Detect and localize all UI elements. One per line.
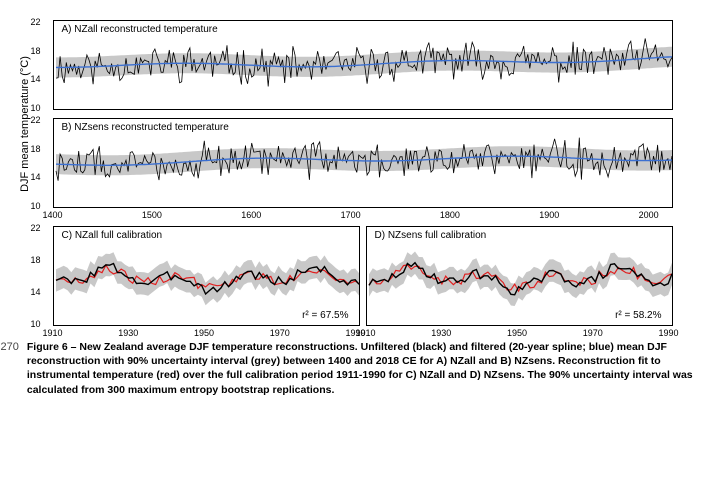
panel-d-wrapper: D) NZsens full calibration r² = 58.2% 19… [366,226,673,326]
xtick-label: 1400 [43,210,63,220]
xtick-label: 1700 [341,210,361,220]
xtick-label: 1500 [142,210,162,220]
xtick-label: 1930 [431,328,451,338]
xtick-label: 1800 [440,210,460,220]
xtick-label: 1600 [241,210,261,220]
ytick-label: 14 [31,74,49,84]
ytick-label: 22 [31,115,49,125]
xtick-label: 2000 [639,210,659,220]
xtick-label: 1970 [270,328,290,338]
y-axis-label: DJF mean temperature (°C) [19,56,31,192]
figure-caption: Figure 6 – New Zealand average DJF tempe… [27,340,701,397]
ytick-label: 22 [31,223,49,233]
panel-a-title: A) NZall reconstructed temperature [62,24,218,35]
panel-c-title: C) NZall full calibration [62,230,163,241]
figure-container: A) NZall reconstructed temperature 10 14 1… [21,20,701,397]
panel-c-wrapper: C) NZall full calibration r² = 67.5% 101… [53,226,360,326]
xtick-label: 1900 [539,210,559,220]
panel-a: A) NZall reconstructed temperature [53,20,673,110]
xtick-label: 1950 [194,328,214,338]
panel-b-wrapper: B) NZsens reconstructed temperature DJF … [53,118,701,208]
xtick-label: 1950 [507,328,527,338]
line-number: 270 [1,340,19,397]
xtick-label: 1910 [356,328,376,338]
xtick-label: 1990 [659,328,679,338]
panel-d: D) NZsens full calibration r² = 58.2% [366,226,673,326]
ytick-label: 14 [31,287,49,297]
xtick-label: 1930 [118,328,138,338]
panel-cd-row: C) NZall full calibration r² = 67.5% 101… [53,226,701,326]
panel-c-r2: r² = 67.5% [302,310,348,321]
panel-a-wrapper: A) NZall reconstructed temperature 10141… [53,20,701,110]
ytick-label: 18 [31,144,49,154]
panel-b: B) NZsens reconstructed temperature [53,118,673,208]
ytick-label: 18 [31,46,49,56]
xtick-label: 1970 [583,328,603,338]
figure-caption-row: 270 Figure 6 – New Zealand average DJF t… [21,340,701,397]
panel-c: C) NZall full calibration r² = 67.5% [53,226,360,326]
ytick-label: 10 [31,103,49,113]
panel-d-r2: r² = 58.2% [615,310,661,321]
xtick-label: 1910 [43,328,63,338]
ytick-label: 14 [31,172,49,182]
ytick-label: 22 [31,17,49,27]
ytick-label: 18 [31,255,49,265]
panel-d-title: D) NZsens full calibration [375,230,487,241]
panel-b-title: B) NZsens reconstructed temperature [62,122,229,133]
